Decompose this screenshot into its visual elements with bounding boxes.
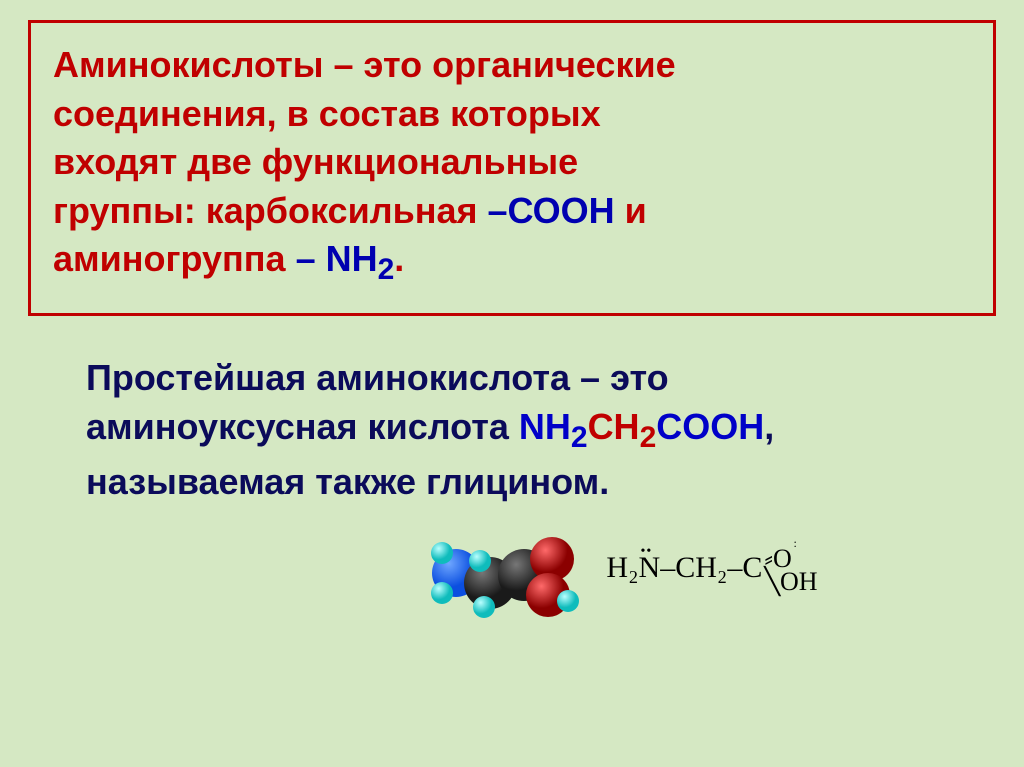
- f-nh2-sub: 2: [571, 421, 588, 454]
- def-line5-pre: аминогруппа: [53, 238, 296, 279]
- ex-line1: Простейшая аминокислота – это: [86, 357, 669, 398]
- atom-h: [469, 550, 491, 572]
- atom-h: [431, 542, 453, 564]
- sf-co-group: ⸗O: ╲OH: [764, 547, 817, 594]
- sf-h2: H₂: [606, 553, 638, 583]
- sf-o-top-letter: O: [773, 544, 792, 573]
- def-line5-end: .: [394, 238, 404, 279]
- nh2-dash: – NH: [296, 238, 378, 279]
- def-line4-pre: группы: карбоксильная: [53, 190, 487, 231]
- def-line1: Аминокислоты – это органические: [53, 44, 676, 85]
- molecule-row: H₂••N–CH₂–C ⸗O: ╲OH: [86, 513, 952, 623]
- ex-line2-pre: аминоуксусная кислота: [86, 406, 519, 447]
- atom-h: [473, 596, 495, 618]
- f-ch2: CH2: [588, 406, 657, 447]
- example-block: Простейшая аминокислота – это аминоуксус…: [28, 354, 996, 623]
- atom-h: [431, 582, 453, 604]
- f-cooh: COOH: [656, 406, 764, 447]
- structural-formula: H₂••N–CH₂–C ⸗O: ╲OH: [606, 545, 817, 592]
- sf-o-top-atom: O:: [773, 544, 792, 573]
- atom-h: [557, 590, 579, 612]
- o-lone-dots: :: [793, 538, 797, 549]
- f-ch2-text: CH: [588, 406, 640, 447]
- ex-line2-post: ,: [764, 406, 774, 447]
- nh2-group: – NH2: [296, 238, 395, 279]
- cooh-group: –СООН: [487, 190, 614, 231]
- f-nh2: NH2: [519, 406, 588, 447]
- molecule-3d-icon: [420, 513, 580, 623]
- ex-line3: называемая также глицином.: [86, 461, 609, 502]
- sf-n: ••N: [639, 553, 661, 583]
- lone-pair-dots: ••: [641, 545, 653, 559]
- definition-box: Аминокислоты – это органические соединен…: [28, 20, 996, 316]
- f-nh2-text: NH: [519, 406, 571, 447]
- example-text: Простейшая аминокислота – это аминоуксус…: [86, 354, 952, 507]
- def-line2: соединения, в состав которых: [53, 93, 601, 134]
- glycine-formula: NH2CH2COOH: [519, 406, 764, 447]
- def-line3: входят две функциональные: [53, 141, 578, 182]
- sf-oh: ╲OH: [764, 570, 817, 593]
- sf-ch2c: –CH₂–C: [660, 553, 762, 583]
- nh2-sub: 2: [378, 254, 395, 287]
- definition-text: Аминокислоты – это органические соединен…: [53, 41, 971, 291]
- def-line4-mid: и: [615, 190, 647, 231]
- f-ch2-sub: 2: [640, 421, 657, 454]
